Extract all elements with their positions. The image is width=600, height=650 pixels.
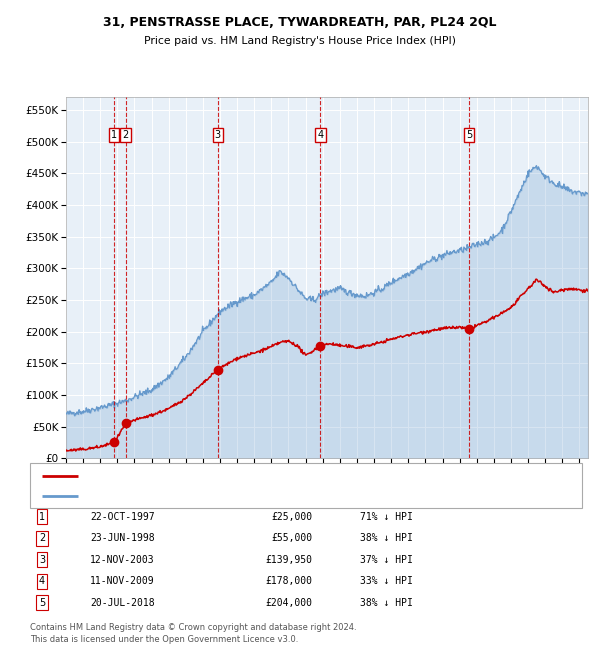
Text: £55,000: £55,000 — [271, 533, 312, 543]
Text: HPI: Average price, detached house, Cornwall: HPI: Average price, detached house, Corn… — [87, 491, 310, 500]
Text: 4: 4 — [39, 576, 45, 586]
Text: 37% ↓ HPI: 37% ↓ HPI — [360, 554, 413, 565]
Text: 31, PENSTRASSE PLACE, TYWARDREATH, PAR, PL24 2QL: 31, PENSTRASSE PLACE, TYWARDREATH, PAR, … — [103, 16, 497, 29]
Text: 1: 1 — [39, 512, 45, 522]
Text: 22-OCT-1997: 22-OCT-1997 — [90, 512, 155, 522]
Text: Price paid vs. HM Land Registry's House Price Index (HPI): Price paid vs. HM Land Registry's House … — [144, 36, 456, 46]
Text: £139,950: £139,950 — [265, 554, 312, 565]
Text: 23-JUN-1998: 23-JUN-1998 — [90, 533, 155, 543]
Text: 38% ↓ HPI: 38% ↓ HPI — [360, 597, 413, 608]
Text: 5: 5 — [466, 131, 472, 140]
Text: £178,000: £178,000 — [265, 576, 312, 586]
Text: 2: 2 — [39, 533, 45, 543]
Text: Contains HM Land Registry data © Crown copyright and database right 2024.: Contains HM Land Registry data © Crown c… — [30, 623, 356, 632]
Text: 20-JUL-2018: 20-JUL-2018 — [90, 597, 155, 608]
Text: 71% ↓ HPI: 71% ↓ HPI — [360, 512, 413, 522]
Text: This data is licensed under the Open Government Licence v3.0.: This data is licensed under the Open Gov… — [30, 634, 298, 644]
Text: £204,000: £204,000 — [265, 597, 312, 608]
Text: 11-NOV-2009: 11-NOV-2009 — [90, 576, 155, 586]
Text: £25,000: £25,000 — [271, 512, 312, 522]
Text: 5: 5 — [39, 597, 45, 608]
Text: 1: 1 — [111, 131, 117, 140]
Text: 3: 3 — [39, 554, 45, 565]
Text: 2: 2 — [122, 131, 128, 140]
Text: 3: 3 — [215, 131, 221, 140]
Text: 31, PENSTRASSE PLACE, TYWARDREATH, PAR, PL24 2QL (detached house): 31, PENSTRASSE PLACE, TYWARDREATH, PAR, … — [87, 471, 450, 480]
Text: 38% ↓ HPI: 38% ↓ HPI — [360, 533, 413, 543]
Text: 4: 4 — [317, 131, 323, 140]
Text: 33% ↓ HPI: 33% ↓ HPI — [360, 576, 413, 586]
Text: 12-NOV-2003: 12-NOV-2003 — [90, 554, 155, 565]
